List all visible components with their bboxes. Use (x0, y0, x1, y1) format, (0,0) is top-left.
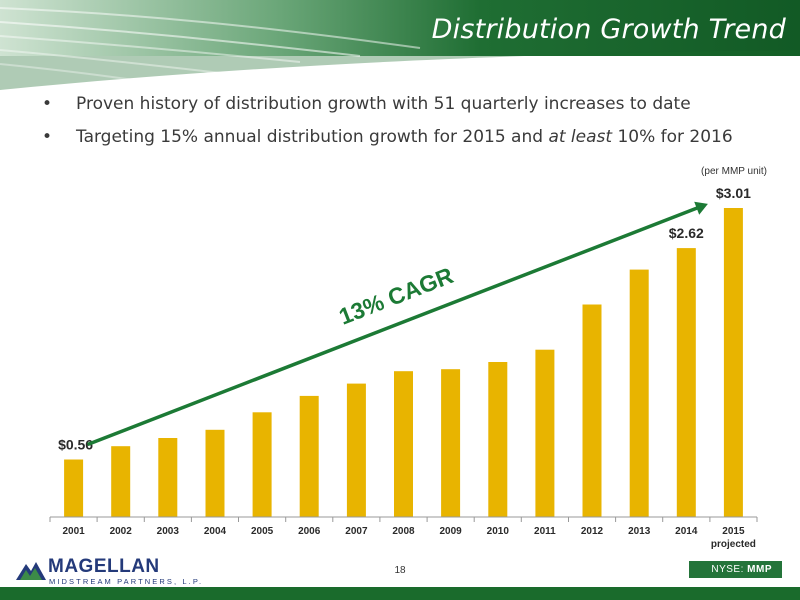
data-label-2001: $0.56 (58, 437, 93, 453)
x-tick-label: 2003 (157, 526, 180, 537)
header-banner (0, 0, 800, 90)
footer-bar (0, 587, 800, 600)
bar-2007 (346, 383, 366, 517)
x-tick-label: 2006 (298, 526, 321, 537)
bullet-item: Targeting 15% annual distribution growth… (42, 127, 733, 160)
cagr-trend-line (86, 204, 703, 447)
bar-2008 (394, 371, 413, 517)
x-tick-label: 2015 (722, 526, 745, 537)
bar-2014 (676, 248, 696, 517)
x-tick-label: 2014 (675, 526, 698, 537)
bar-2011 (535, 349, 555, 517)
x-tick-label: 2005 (251, 526, 274, 537)
x-tick-label: 2002 (110, 526, 133, 537)
logo-name: MAGELLAN (48, 556, 160, 577)
mountain-logo-icon (16, 562, 46, 580)
ticker-exchange: NYSE: (711, 564, 744, 575)
x-tick-label: 2013 (628, 526, 651, 537)
data-label-2015: $3.01 (716, 185, 751, 201)
bullet-item: Proven history of distribution growth wi… (42, 94, 733, 127)
bullet-text: Targeting 15% annual distribution growth… (76, 127, 549, 147)
x-tick-sublabel: projected (711, 539, 756, 550)
bar-2006 (299, 395, 319, 517)
bar-2004 (205, 429, 225, 518)
x-tick-label: 2011 (534, 526, 556, 537)
ticker-badge: NYSE: MMP (689, 561, 782, 578)
unit-note: (per MMP unit) (701, 166, 767, 177)
logo-subtitle: MIDSTREAM PARTNERS, L.P. (49, 577, 204, 586)
bar-2005 (252, 412, 272, 517)
bar-2012 (582, 304, 602, 517)
x-tick-label: 2008 (392, 526, 415, 537)
bar-2002 (111, 446, 131, 517)
bar-2015 (723, 208, 743, 517)
x-tick-label: 2010 (487, 526, 510, 537)
x-tick-label: 2009 (439, 526, 462, 537)
cagr-annotation: 13% CAGR (335, 262, 457, 330)
distribution-bar-chart: 2001 $0.56 2002 2003 2004 2005 2006 2007 2008 200… (49, 185, 758, 550)
arrowhead-icon (694, 201, 708, 215)
slide-title: Distribution Growth Trend (431, 14, 786, 45)
bullet-emphasis: at least (548, 127, 613, 147)
ticker-symbol: MMP (747, 564, 772, 575)
bar-2009 (441, 369, 461, 517)
x-tick-label: 2001 (62, 526, 85, 537)
data-label-2014: $2.62 (669, 225, 704, 241)
x-tick-label: 2004 (204, 526, 227, 537)
x-tick-label: 2007 (345, 526, 368, 537)
x-tick-label: 2012 (581, 526, 604, 537)
page-number: 18 (394, 565, 406, 576)
bar-2010 (488, 362, 508, 517)
bar-2013 (629, 269, 649, 517)
bullet-text-end: 10% for 2016 (612, 127, 733, 147)
bar-2003 (158, 438, 178, 517)
company-logo: MAGELLAN MIDSTREAM PARTNERS, L.P. (16, 556, 206, 586)
bar-2001 (64, 459, 84, 517)
bullet-list: Proven history of distribution growth wi… (42, 94, 733, 160)
bullet-text: Proven history of distribution growth wi… (76, 94, 691, 114)
